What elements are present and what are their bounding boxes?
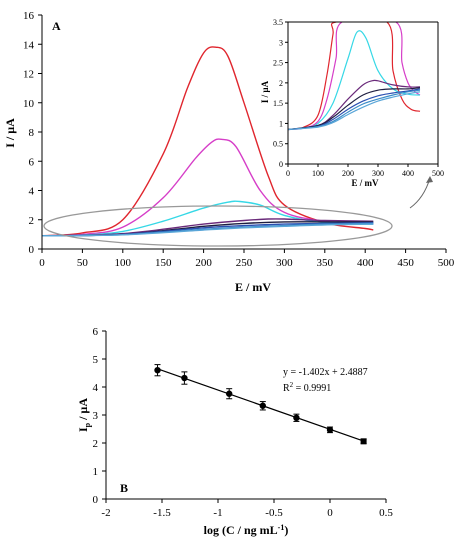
y-tick-label: 4 (29, 186, 35, 198)
inset-series-line-red (288, 22, 421, 131)
x-tick-label: 200 (342, 169, 354, 178)
y-tick-label: 3 (93, 410, 99, 422)
panel-a-xlabel: E / mV (235, 280, 271, 294)
x-tick-label: 300 (276, 257, 293, 269)
y-tick-label: 5 (93, 354, 99, 366)
highlight-ellipse (43, 205, 393, 247)
x-tick-label: -2 (101, 507, 110, 519)
y-tick-label: 10 (23, 98, 35, 110)
data-point (293, 414, 300, 421)
x-tick-label: 200 (195, 257, 212, 269)
y-tick-label: 1 (279, 119, 283, 128)
y-tick-label: 0 (29, 244, 35, 256)
y-tick-label: 4 (93, 382, 99, 394)
y-tick-label: 0 (279, 160, 283, 169)
y-tick-label: 1.5 (273, 99, 283, 108)
x-tick-label: 0 (327, 507, 333, 519)
y-tick-label: 8 (29, 127, 35, 139)
zoom-arrowhead (426, 176, 433, 183)
inset-series-line-blue (288, 88, 421, 131)
panel-b-ylabel: Ip / µA (76, 398, 92, 432)
inset-series-line-magenta (288, 22, 421, 131)
panel-b-label: B (120, 481, 128, 495)
x-tick-label: 0.5 (379, 507, 393, 519)
y-tick-label: 6 (29, 156, 35, 168)
x-tick-label: 100 (115, 257, 132, 269)
panel-a-ylabel: I / µA (3, 118, 17, 148)
x-tick-label: 0 (39, 257, 45, 269)
x-tick-label: 400 (402, 169, 414, 178)
inset-series-line-lightblue (288, 91, 421, 131)
data-point (326, 426, 334, 434)
data-point (181, 374, 188, 382)
inset-xlabel: E / mV (352, 178, 380, 188)
inset-ylabel: I / µA (260, 80, 270, 103)
data-point (259, 402, 266, 409)
r-squared-text: R2 = 0.9991 (283, 381, 331, 394)
x-tick-label: 350 (317, 257, 334, 269)
y-tick-label: 3.5 (273, 18, 283, 27)
y-tick-label: 2 (279, 79, 283, 88)
series-line-magenta (41, 138, 374, 237)
series-line-purple (41, 218, 374, 237)
y-tick-label: 12 (23, 69, 34, 81)
x-tick-label: 0 (286, 169, 290, 178)
y-tick-label: 6 (93, 326, 99, 338)
x-tick-label: 300 (372, 169, 384, 178)
y-tick-label: 0 (93, 494, 99, 506)
x-tick-label: 500 (432, 169, 444, 178)
x-tick-label: -1.5 (153, 507, 171, 519)
y-tick-label: 0.5 (273, 140, 283, 149)
x-tick-label: -1 (213, 507, 222, 519)
series-line-cyan (41, 200, 374, 237)
panel-a-label: A (52, 19, 61, 33)
inset-series-line-dark (288, 87, 421, 131)
data-point (154, 367, 161, 374)
x-tick-label: 50 (77, 257, 89, 269)
panel-b-chart: -2 -1.5 -1 -0.5 0 0.5 0 1 2 3 4 5 6 B y = -1.402x + … (76, 326, 393, 537)
regression-equation: y = -1.402x + 2.4887 (283, 367, 368, 378)
panel-b-xlabel: log (C / ng mL-1) (204, 523, 289, 537)
x-tick-label: 500 (438, 257, 455, 269)
x-tick-label: -0.5 (265, 507, 283, 519)
series-line-lightblue (41, 223, 374, 237)
y-tick-label: 3 (279, 38, 283, 47)
y-tick-label: 1 (93, 466, 99, 478)
y-tick-label: 2.5 (273, 59, 283, 68)
panel-a-main-chart: 0 50 100 150 200 250 300 350 400 450 5000246810121… (3, 10, 455, 294)
x-tick-label: 400 (357, 257, 374, 269)
data-point (226, 390, 233, 397)
x-tick-label: 450 (397, 257, 414, 269)
x-tick-label: 150 (155, 257, 172, 269)
y-tick-label: 2 (93, 438, 99, 450)
y-tick-label: 16 (23, 10, 35, 22)
x-tick-label: 100 (312, 169, 324, 178)
y-tick-label: 14 (23, 39, 35, 51)
x-tick-label: 250 (236, 257, 253, 269)
y-tick-label: 2 (29, 215, 35, 227)
data-point (360, 438, 367, 445)
